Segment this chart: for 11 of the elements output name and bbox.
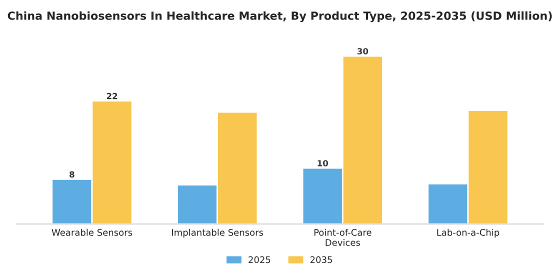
data-label: 30 bbox=[357, 48, 368, 54]
legend-label: 2035 bbox=[310, 256, 332, 264]
x-tick-label: Wearable Sensors bbox=[52, 228, 132, 236]
x-tick-label: Implantable Sensors bbox=[172, 228, 264, 238]
data-label: 22 bbox=[106, 92, 118, 100]
x-tick-label: Point-of-Care Devices bbox=[314, 228, 372, 246]
x-tick-label: Lab-on-a-Chip bbox=[437, 228, 500, 238]
data-label: 10 bbox=[318, 160, 328, 166]
data-label: 8 bbox=[70, 171, 74, 178]
chart-title: China Nanobiosensors In Healthcare Market, By Product Type, 2025-2035 (USD Million) bbox=[8, 11, 552, 22]
legend-label: 2025 bbox=[248, 256, 270, 264]
